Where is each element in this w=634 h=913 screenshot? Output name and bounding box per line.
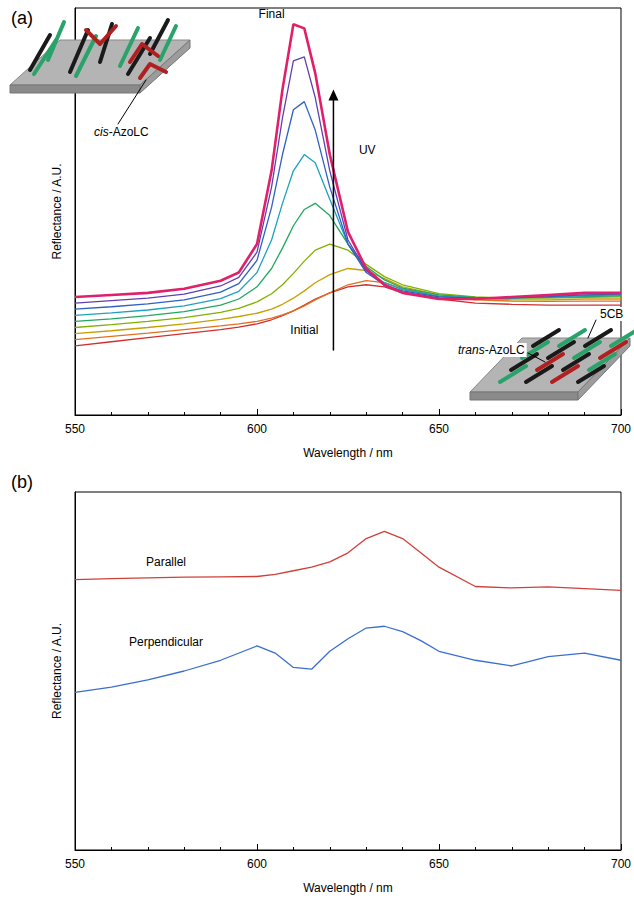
svg-text:Initial: Initial — [290, 323, 318, 337]
svg-text:600: 600 — [247, 422, 267, 436]
svg-text:Final: Final — [259, 7, 285, 21]
svg-text:Reflectance / A.U.: Reflectance / A.U. — [50, 163, 64, 259]
svg-text:(b): (b) — [11, 472, 33, 492]
svg-text:700: 700 — [611, 857, 631, 871]
svg-text:600: 600 — [247, 857, 267, 871]
svg-text:cis: cis — [94, 125, 109, 139]
svg-text:5CB: 5CB — [600, 307, 623, 321]
svg-text:550: 550 — [65, 422, 85, 436]
svg-text:-AzoLC: -AzoLC — [109, 125, 149, 139]
svg-text:(a): (a) — [11, 8, 33, 28]
svg-text:trans: trans — [458, 343, 485, 357]
svg-text:700: 700 — [611, 422, 631, 436]
svg-text:Perpendicular: Perpendicular — [129, 635, 203, 649]
svg-text:-AzoLC: -AzoLC — [485, 343, 525, 357]
svg-text:650: 650 — [429, 422, 449, 436]
svg-text:Wavelength / nm: Wavelength / nm — [303, 446, 393, 460]
svg-text:Parallel: Parallel — [146, 555, 186, 569]
svg-text:650: 650 — [429, 857, 449, 871]
svg-text:UV: UV — [359, 143, 376, 157]
svg-text:Reflectance / A.U.: Reflectance / A.U. — [50, 623, 64, 719]
svg-text:Wavelength / nm: Wavelength / nm — [303, 881, 393, 895]
svg-text:550: 550 — [65, 857, 85, 871]
